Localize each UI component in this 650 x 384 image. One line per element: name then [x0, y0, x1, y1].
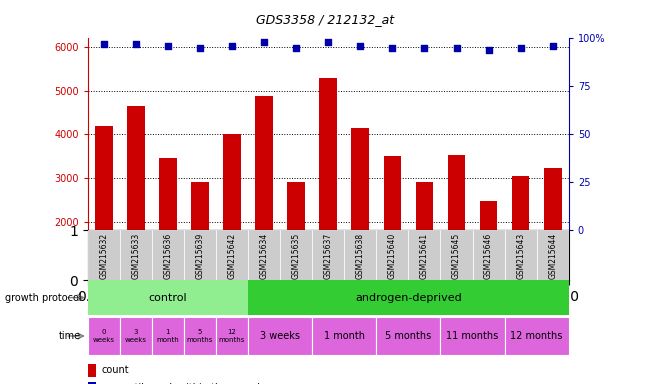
Bar [480, 201, 497, 309]
Bar [88, 230, 120, 280]
Bar [504, 317, 569, 355]
Bar [248, 280, 569, 315]
Bar [88, 280, 248, 315]
Bar [159, 158, 177, 309]
Text: 3
weeks: 3 weeks [125, 329, 147, 343]
Text: GSM215634: GSM215634 [259, 233, 268, 279]
Text: control: control [149, 293, 187, 303]
Point [131, 41, 141, 47]
Bar [319, 78, 337, 309]
Text: GDS3358 / 212132_at: GDS3358 / 212132_at [256, 13, 394, 26]
Point [547, 43, 558, 49]
Bar [184, 317, 216, 355]
Text: 5
months: 5 months [187, 329, 213, 343]
Bar [191, 182, 209, 309]
Point [195, 45, 205, 51]
Bar [384, 156, 401, 309]
Text: GSM215633: GSM215633 [131, 233, 140, 279]
Bar [544, 168, 562, 309]
Bar [448, 156, 465, 309]
Bar [376, 230, 408, 280]
Point [355, 43, 365, 49]
Bar [216, 317, 248, 355]
Text: GSM215637: GSM215637 [324, 233, 333, 279]
Point [515, 45, 526, 51]
Bar [415, 182, 434, 309]
Bar [376, 317, 441, 355]
Bar [441, 230, 473, 280]
Bar [248, 230, 280, 280]
Bar [152, 230, 184, 280]
Point [387, 45, 398, 51]
Text: GSM215645: GSM215645 [452, 233, 461, 279]
Bar [95, 126, 112, 309]
Text: growth protocol: growth protocol [5, 293, 81, 303]
Text: 5 months: 5 months [385, 331, 432, 341]
Text: count: count [101, 365, 129, 375]
Bar [352, 128, 369, 309]
Text: GSM215641: GSM215641 [420, 233, 429, 279]
Point [227, 43, 237, 49]
Bar [120, 230, 152, 280]
Bar [127, 106, 145, 309]
Bar [408, 230, 441, 280]
Bar [88, 317, 120, 355]
Text: GSM215640: GSM215640 [388, 233, 397, 279]
Text: percentile rank within the sample: percentile rank within the sample [101, 382, 266, 384]
Text: GSM215643: GSM215643 [516, 233, 525, 279]
Bar [120, 317, 152, 355]
Bar [184, 230, 216, 280]
Bar [473, 230, 504, 280]
Text: GSM215636: GSM215636 [163, 233, 172, 279]
Bar [344, 230, 376, 280]
Bar [504, 230, 537, 280]
Text: GSM215642: GSM215642 [227, 233, 237, 279]
Text: GSM215635: GSM215635 [292, 233, 301, 279]
Text: 12 months: 12 months [510, 331, 563, 341]
Bar [255, 96, 273, 309]
Point [419, 45, 430, 51]
Text: 1 month: 1 month [324, 331, 365, 341]
Text: 12
months: 12 months [219, 329, 245, 343]
Text: GSM215644: GSM215644 [548, 233, 557, 279]
Point [484, 47, 494, 53]
Bar [312, 317, 376, 355]
Point [259, 39, 269, 45]
Point [451, 45, 462, 51]
Text: 1
month: 1 month [157, 329, 179, 343]
Bar [88, 382, 96, 384]
Text: GSM215639: GSM215639 [196, 233, 205, 279]
Bar [216, 230, 248, 280]
Point [291, 45, 302, 51]
Text: 3 weeks: 3 weeks [260, 331, 300, 341]
Bar [441, 317, 504, 355]
Bar [512, 176, 530, 309]
Bar [537, 230, 569, 280]
Bar [223, 134, 241, 309]
Text: GSM215646: GSM215646 [484, 233, 493, 279]
Bar [152, 317, 184, 355]
Bar [88, 364, 96, 376]
Bar [287, 182, 305, 309]
Bar [312, 230, 344, 280]
Text: time: time [59, 331, 81, 341]
Text: GSM215632: GSM215632 [99, 233, 109, 279]
Text: GSM215638: GSM215638 [356, 233, 365, 279]
Text: 11 months: 11 months [447, 331, 499, 341]
Point [323, 39, 333, 45]
Text: androgen-deprived: androgen-deprived [355, 293, 462, 303]
Point [162, 43, 173, 49]
Point [99, 41, 109, 47]
Text: 0
weeks: 0 weeks [93, 329, 115, 343]
Bar [248, 317, 312, 355]
Bar [280, 230, 312, 280]
